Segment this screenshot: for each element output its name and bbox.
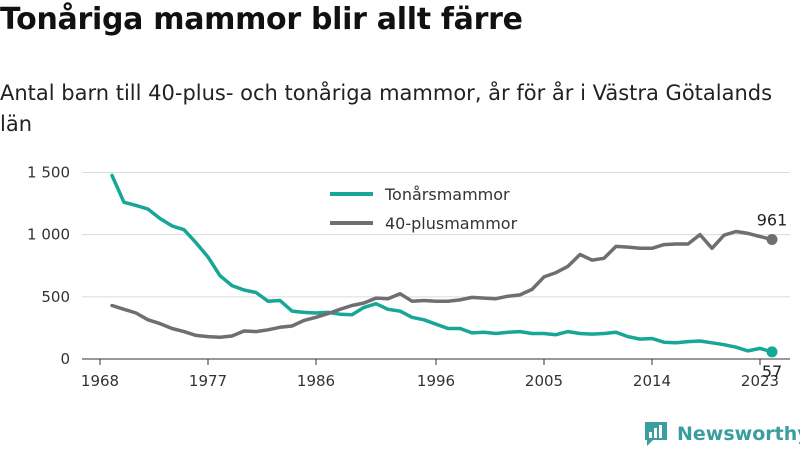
x-tick-label: 2014: [633, 372, 671, 390]
y-tick-label: 500: [41, 288, 70, 306]
x-tick-label: 2005: [525, 372, 563, 390]
series-end-label-1: 57: [762, 362, 782, 381]
newsworthy-logo-icon: [645, 422, 667, 446]
y-tick-label: 0: [60, 350, 70, 368]
chart-title: Tonåriga mammor blir allt färre: [0, 2, 523, 37]
grid-lines: [82, 171, 790, 298]
newsworthy-brand: Newsworthy: [643, 420, 800, 448]
x-tick-label: 1986: [297, 372, 335, 390]
series-line-1: [110, 173, 774, 354]
x-tick-label: 1996: [417, 372, 455, 390]
chart-subtitle: Antal barn till 40-plus- och tonåriga ma…: [0, 81, 773, 136]
brand-name: Newsworthy: [677, 423, 800, 445]
series-end-label-2: 961: [757, 210, 788, 229]
legend-label-2: 40-plusmammor: [385, 214, 518, 233]
legend: Tonårsmammor 40-plusmammor: [330, 185, 518, 233]
x-tick-label: 2023: [741, 372, 779, 390]
x-tick-label: 1968: [81, 372, 119, 390]
series-line-2: [110, 229, 774, 339]
series-end-marker-1: [766, 346, 778, 358]
series-lines: 57 961: [110, 173, 788, 381]
series-end-marker-2: [766, 233, 778, 245]
x-tick-label: 1977: [189, 372, 227, 390]
legend-label-1: Tonårsmammor: [384, 185, 510, 204]
y-tick-label: 1 500: [27, 163, 70, 181]
y-tick-label: 1 000: [27, 226, 70, 244]
axes: 0 500 1 000 1 500 1968 1977 1986 1996 2005 2014 20…: [27, 163, 790, 390]
